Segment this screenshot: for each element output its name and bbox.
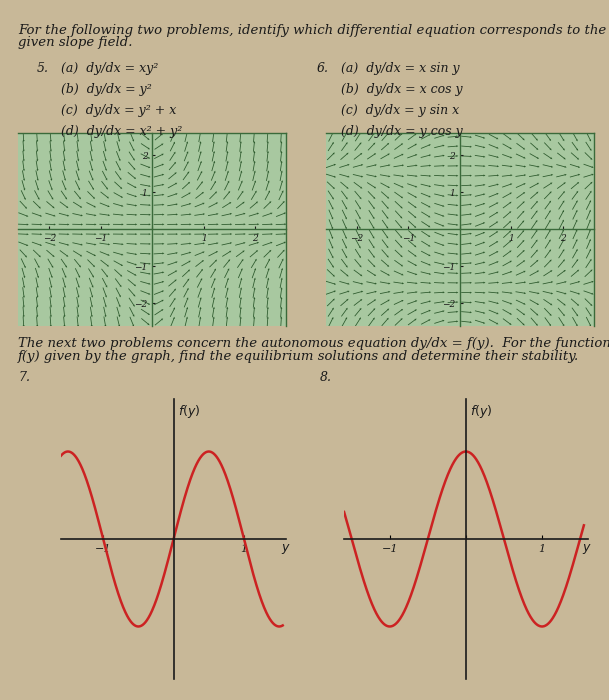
Text: $y$: $y$ [281, 542, 290, 556]
Text: (c)  dy/dx = y sin x: (c) dy/dx = y sin x [341, 104, 459, 117]
Text: For the following two problems, identify which differential equation corresponds: For the following two problems, identify… [18, 24, 607, 37]
Text: $f(y)$: $f(y)$ [470, 403, 493, 421]
Text: f(y) given by the graph, find the equilibrium solutions and determine their stab: f(y) given by the graph, find the equili… [18, 350, 580, 363]
Text: (d)  dy/dx = x² + y²: (d) dy/dx = x² + y² [61, 125, 182, 138]
Text: (b)  dy/dx = y²: (b) dy/dx = y² [61, 83, 152, 96]
Text: (a)  dy/dx = xy²: (a) dy/dx = xy² [61, 62, 158, 75]
Text: (c)  dy/dx = y² + x: (c) dy/dx = y² + x [61, 104, 176, 117]
Text: (a)  dy/dx = x sin y: (a) dy/dx = x sin y [341, 62, 460, 75]
Text: The next two problems concern the autonomous equation dy/dx = f(y).  For the fun: The next two problems concern the autono… [18, 337, 609, 351]
Text: given slope field.: given slope field. [18, 36, 133, 50]
Text: 6.: 6. [317, 62, 329, 75]
Text: 8.: 8. [320, 371, 332, 384]
Text: $f(y)$: $f(y)$ [178, 403, 200, 421]
Text: (b)  dy/dx = x cos y: (b) dy/dx = x cos y [341, 83, 463, 96]
Text: $y$: $y$ [582, 542, 591, 556]
Text: (d)  dy/dx = y cos y: (d) dy/dx = y cos y [341, 125, 463, 138]
Text: 7.: 7. [18, 371, 30, 384]
Text: 5.: 5. [37, 62, 49, 75]
